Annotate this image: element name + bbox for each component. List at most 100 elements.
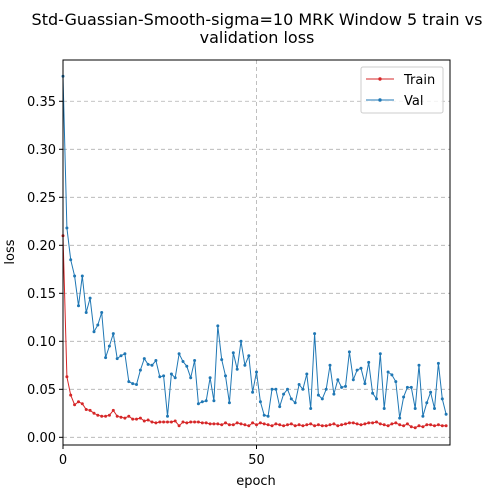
train-point bbox=[84, 408, 88, 411]
train-point bbox=[100, 414, 104, 418]
val-point bbox=[158, 375, 162, 379]
legend-train-marker bbox=[378, 77, 382, 81]
val-point bbox=[216, 324, 220, 328]
train-point bbox=[375, 420, 378, 424]
val-point bbox=[208, 376, 212, 380]
val-point bbox=[239, 339, 243, 343]
val-point bbox=[390, 373, 394, 377]
y-tick-label: 0.20 bbox=[27, 239, 56, 254]
val-point bbox=[301, 387, 305, 391]
val-point bbox=[328, 363, 332, 367]
train-point bbox=[371, 421, 375, 425]
val-point bbox=[355, 368, 359, 372]
train-point bbox=[227, 423, 231, 427]
val-point bbox=[258, 400, 262, 404]
val-point bbox=[440, 397, 444, 401]
x-axis-label: epoch bbox=[236, 474, 276, 489]
val-point bbox=[227, 401, 231, 405]
val-point bbox=[409, 385, 413, 389]
val-point bbox=[398, 416, 402, 420]
val-point bbox=[266, 414, 270, 418]
val-point bbox=[92, 330, 96, 334]
train-point bbox=[77, 400, 80, 404]
train-point bbox=[88, 408, 92, 412]
train-point bbox=[162, 420, 166, 424]
train-point bbox=[289, 422, 293, 426]
val-point bbox=[293, 401, 297, 405]
train-point bbox=[204, 421, 208, 425]
val-point bbox=[119, 354, 123, 358]
train-point bbox=[251, 421, 255, 425]
train-point bbox=[433, 424, 436, 428]
train-point bbox=[135, 417, 138, 421]
train-point bbox=[107, 413, 111, 417]
y-tick-label: 0.35 bbox=[27, 95, 56, 110]
val-point bbox=[100, 311, 104, 314]
val-point bbox=[278, 405, 282, 409]
val-point bbox=[154, 359, 158, 362]
train-point bbox=[104, 414, 108, 418]
val-point bbox=[185, 364, 189, 368]
train-point bbox=[212, 422, 216, 426]
val-point bbox=[297, 383, 301, 386]
train-point bbox=[123, 416, 127, 420]
y-tick-label: 0.10 bbox=[27, 335, 56, 350]
val-point bbox=[251, 390, 255, 394]
val-point bbox=[433, 407, 436, 410]
train-point bbox=[425, 423, 429, 427]
val-point bbox=[181, 360, 185, 363]
train-point bbox=[181, 420, 185, 424]
val-point bbox=[394, 380, 398, 384]
legend-train-label: Train bbox=[403, 73, 435, 88]
val-point bbox=[320, 397, 324, 401]
train-point bbox=[127, 414, 131, 418]
train-point bbox=[196, 420, 200, 424]
train-point bbox=[340, 423, 344, 427]
train-point bbox=[309, 422, 313, 426]
val-point bbox=[417, 363, 421, 367]
val-point bbox=[378, 352, 382, 356]
train-point bbox=[146, 418, 150, 422]
train-point bbox=[200, 421, 204, 425]
train-point bbox=[390, 422, 394, 426]
train-point bbox=[69, 393, 73, 397]
val-point bbox=[127, 380, 131, 384]
train-point bbox=[274, 422, 278, 426]
val-point bbox=[375, 397, 378, 401]
y-tick-label: 0.25 bbox=[27, 191, 56, 206]
val-point bbox=[371, 391, 375, 395]
train-point bbox=[405, 422, 409, 426]
x-tick-label: 50 bbox=[248, 453, 265, 468]
train-point bbox=[440, 424, 444, 428]
val-point bbox=[344, 384, 347, 388]
val-point bbox=[84, 311, 88, 314]
train-point bbox=[266, 423, 270, 427]
val-point bbox=[231, 351, 235, 355]
x-tick-label: 0 bbox=[59, 453, 67, 468]
val-point bbox=[235, 367, 239, 371]
legend-val-label: Val bbox=[404, 94, 423, 109]
val-point bbox=[351, 378, 355, 382]
train-point bbox=[115, 414, 119, 418]
train-point bbox=[351, 421, 355, 425]
val-point bbox=[104, 356, 108, 360]
val-point bbox=[212, 399, 216, 403]
legend: Train Val bbox=[360, 66, 444, 114]
chart-title-line2: validation loss bbox=[200, 28, 315, 47]
val-point bbox=[173, 376, 177, 380]
val-point bbox=[282, 392, 286, 396]
val-point bbox=[220, 358, 224, 362]
train-point bbox=[429, 423, 433, 427]
val-point bbox=[305, 372, 309, 376]
val-series-line bbox=[62, 76, 447, 419]
train-point bbox=[394, 421, 398, 425]
val-point bbox=[255, 370, 258, 374]
train-point bbox=[131, 417, 135, 421]
train-point bbox=[154, 421, 158, 425]
train-point bbox=[367, 421, 371, 425]
grid bbox=[62, 60, 450, 445]
val-point bbox=[131, 382, 135, 386]
val-point bbox=[405, 385, 409, 389]
val-point bbox=[262, 413, 266, 417]
train-point bbox=[332, 422, 336, 426]
